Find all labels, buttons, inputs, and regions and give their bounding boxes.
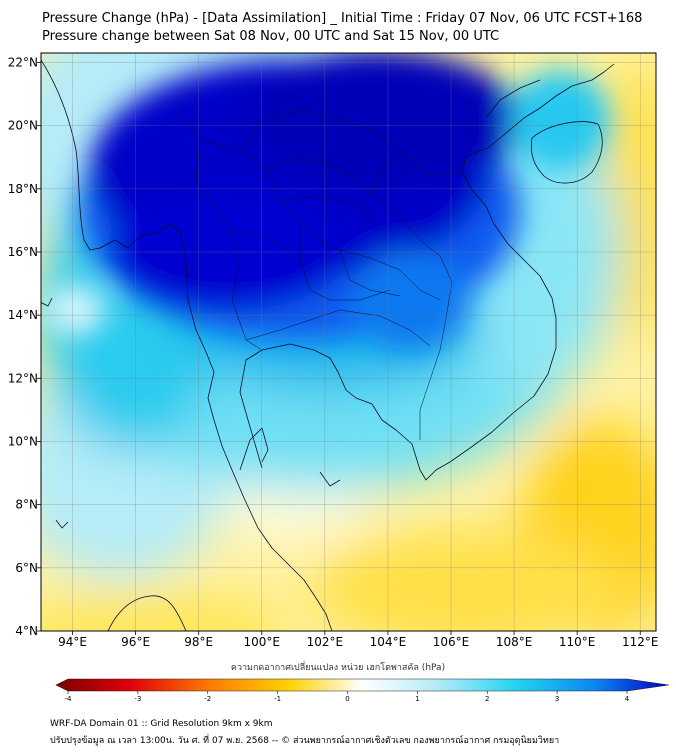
- colorbar-bar: [55, 678, 670, 692]
- colorbar: -4 -3 -2 -1 0 1 2 3 4: [55, 678, 670, 703]
- lon-tick-label: 94°E: [58, 635, 87, 649]
- lat-tick-label: 8°N: [15, 498, 38, 512]
- lat-tick-label: 14°N: [8, 308, 38, 322]
- lat-tick-label: 10°N: [8, 434, 38, 448]
- lat-tick-label: 6°N: [15, 561, 38, 575]
- lon-tick-labels: 94°E 96°E 98°E 100°E 102°E 104°E 106°E 108°E 110…: [58, 631, 658, 649]
- colorbar-tick-label: -1: [274, 695, 281, 703]
- lat-tick-label: 22°N: [8, 55, 38, 69]
- lat-tick-labels: 4°N 6°N 8°N 10°N 12°N 14°N 16°N 18°N 20°N 22°N: [8, 55, 41, 638]
- lon-tick-label: 98°E: [184, 635, 213, 649]
- lat-tick-label: 4°N: [15, 624, 38, 638]
- colorbar-tick-label: 2: [485, 695, 489, 703]
- lat-tick-label: 20°N: [8, 119, 38, 133]
- colorbar-tick-label: 3: [555, 695, 559, 703]
- map-subtitle: Pressure change between Sat 08 Nov, 00 U…: [42, 29, 500, 44]
- colorbar-tick-label: 1: [415, 695, 419, 703]
- admin-borders: [177, 109, 461, 440]
- coastlines: [41, 59, 615, 631]
- colorbar-tick-label: 0: [345, 695, 349, 703]
- footer-model-info: WRF-DA Domain 01 :: Grid Resolution 9km …: [50, 719, 273, 729]
- lon-tick-label: 110°E: [559, 635, 596, 649]
- lon-tick-label: 112°E: [622, 635, 659, 649]
- lon-tick-label: 108°E: [496, 635, 533, 649]
- colorbar-tick-label: -2: [204, 695, 211, 703]
- colorbar-tick-label: 4: [625, 695, 630, 703]
- lon-tick-label: 102°E: [307, 635, 344, 649]
- footer-credit: ปรับปรุงข้อมูล ณ เวลา 13:00น. วัน ศ. ที่…: [50, 736, 560, 746]
- lon-tick-label: 106°E: [433, 635, 470, 649]
- lon-tick-label: 96°E: [121, 635, 150, 649]
- map-title: Pressure Change (hPa) - [Data Assimilati…: [42, 11, 643, 26]
- colorbar-label: ความกดอากาศเปลี่ยนแปลง หน่วย เฮกโตพาสคัล…: [230, 663, 446, 673]
- lat-tick-label: 18°N: [8, 182, 38, 196]
- colorbar-tick-label: -3: [134, 695, 141, 703]
- lon-tick-label: 104°E: [370, 635, 407, 649]
- pressure-field: [41, 53, 656, 631]
- colorbar-tick-label: -4: [65, 695, 73, 703]
- colorbar-ticks: -4 -3 -2 -1 0 1 2 3 4: [65, 691, 630, 703]
- lat-tick-label: 16°N: [8, 245, 38, 259]
- lon-tick-label: 100°E: [244, 635, 281, 649]
- map-frame: [40, 52, 657, 632]
- lat-tick-label: 12°N: [8, 371, 38, 385]
